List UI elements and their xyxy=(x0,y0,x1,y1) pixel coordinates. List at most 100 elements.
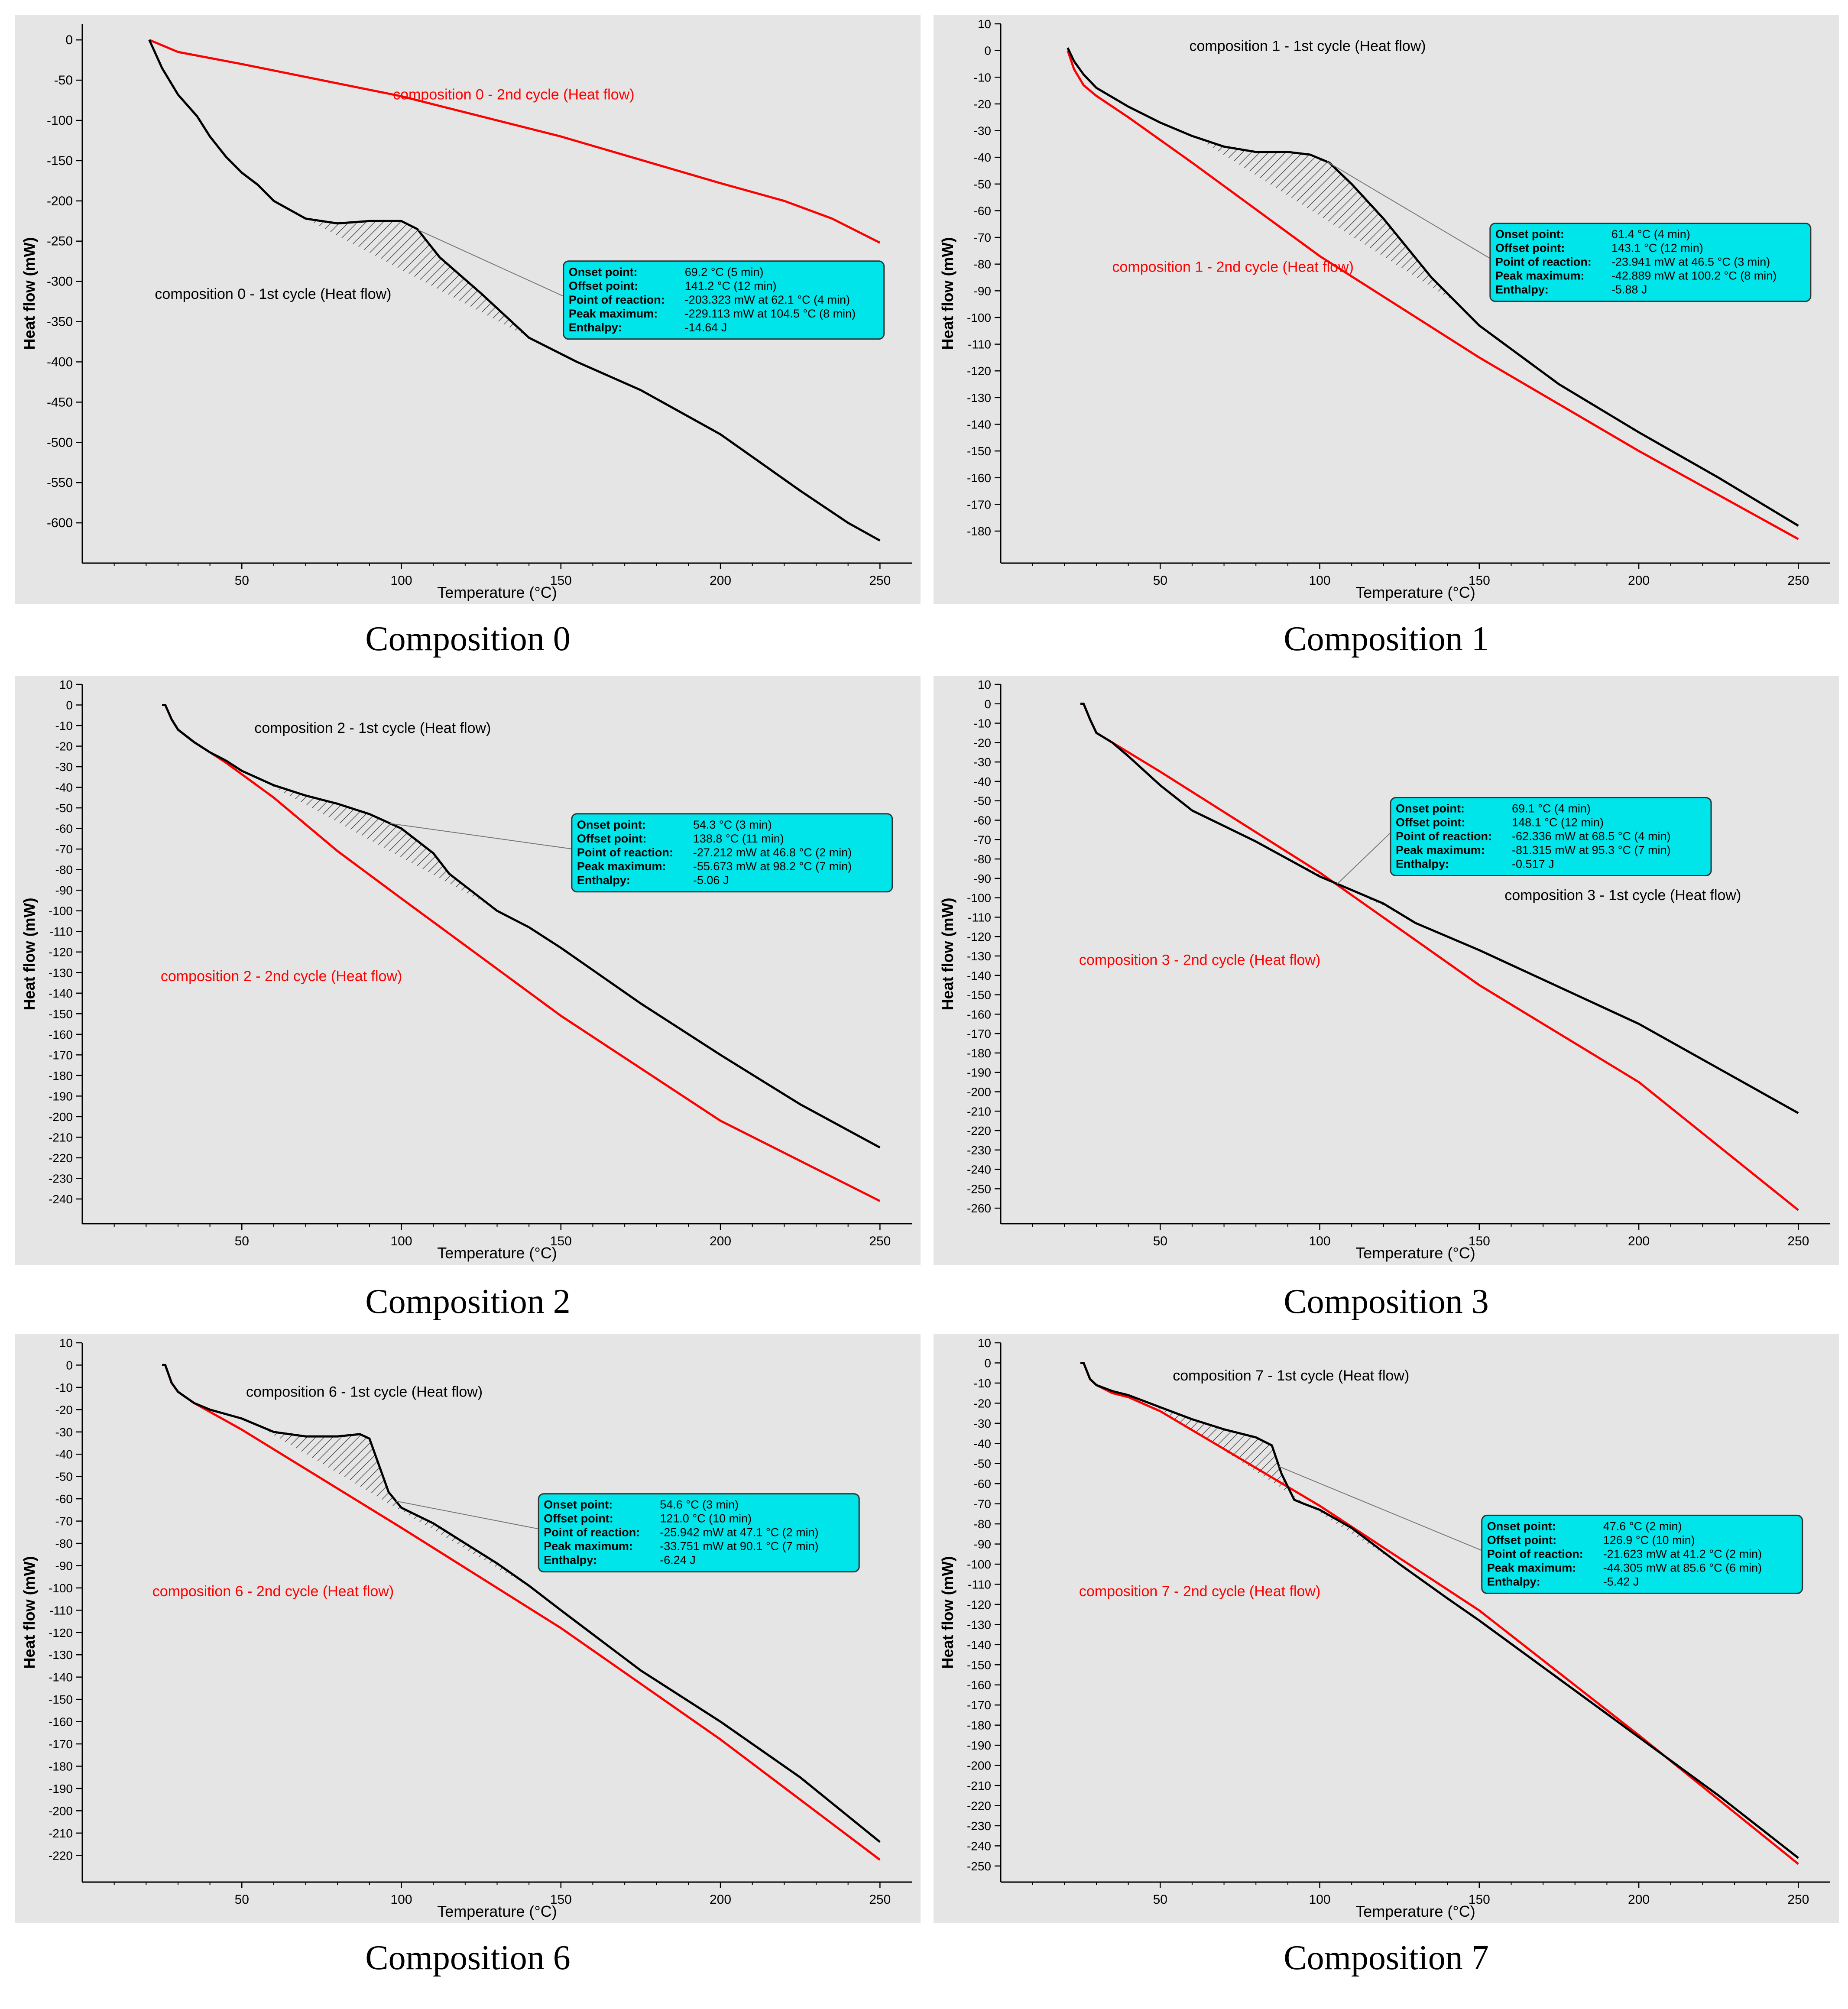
series-label-1st-cycle: composition 6 - 1st cycle (Heat flow) xyxy=(246,1384,483,1400)
callout-row-label: Onset point: xyxy=(577,818,646,831)
y-tick-label: -110 xyxy=(49,925,73,938)
y-tick-label: -600 xyxy=(47,516,73,530)
y-tick-label: -150 xyxy=(47,154,73,168)
y-tick-label: -100 xyxy=(967,311,991,324)
callout-row-value: 143.1 °C (12 min) xyxy=(1611,242,1703,255)
callout-row-label: Point of reaction: xyxy=(1396,830,1492,842)
y-tick-label: -50 xyxy=(974,1457,991,1471)
series-line-2nd-cycle xyxy=(1067,50,1799,540)
callout-row-value: 69.2 °C (5 min) xyxy=(685,266,764,279)
y-tick-label: -130 xyxy=(967,949,991,963)
x-tick-label: 100 xyxy=(391,1892,412,1907)
x-tick-label: 200 xyxy=(710,1892,731,1907)
callout-row-value: 54.3 °C (3 min) xyxy=(693,818,772,831)
y-tick-label: 0 xyxy=(66,699,73,712)
callout-row-label: Point of reaction: xyxy=(544,1526,640,1539)
x-tick-label: 250 xyxy=(869,574,891,588)
chart-panel-composition-3: 10 0 -10 -20 -30 -40 -50 -60 -70 -80 -90 -100 -110 -1… xyxy=(934,676,1839,1265)
y-tick-label: -210 xyxy=(967,1779,991,1792)
series-line-1st-cycle xyxy=(162,704,881,1149)
y-tick-label: -20 xyxy=(55,1403,73,1416)
y-tick-label: -10 xyxy=(974,717,991,730)
x-tick-label: 50 xyxy=(1153,574,1167,588)
y-tick-label: -10 xyxy=(974,1377,991,1390)
callout-row-value: -25.942 mW at 47.1 °C (2 min) xyxy=(660,1526,818,1539)
x-axis-label: Temperature (°C) xyxy=(1355,583,1475,601)
y-tick-label: -120 xyxy=(967,1598,991,1611)
series-line-1st-cycle xyxy=(1067,47,1799,527)
plot-background xyxy=(934,676,1839,1265)
x-tick-label: 100 xyxy=(1309,574,1331,588)
y-tick-label: -550 xyxy=(47,476,73,490)
x-tick-label: 150 xyxy=(1469,574,1490,588)
x-tick-label: 100 xyxy=(1309,1892,1331,1907)
callout-row-value: -55.673 mW at 98.2 °C (7 min) xyxy=(693,860,852,873)
callout-row-label: Peak maximum: xyxy=(577,860,666,873)
x-tick-label: 250 xyxy=(869,1892,891,1907)
analysis-callout-box xyxy=(571,813,893,893)
y-tick-label: -210 xyxy=(967,1105,991,1118)
y-tick-label: -80 xyxy=(55,863,73,877)
y-tick-label: -100 xyxy=(49,904,73,918)
x-tick-label: 100 xyxy=(1309,1234,1331,1248)
caption-composition-3: Composition 3 xyxy=(1284,1283,1489,1321)
y-tick-label: -50 xyxy=(55,801,73,815)
series-label-1st-cycle: composition 0 - 1st cycle (Heat flow) xyxy=(155,286,391,302)
caption-composition-1: Composition 1 xyxy=(1284,620,1489,658)
y-tick-label: -210 xyxy=(49,1131,73,1144)
callout-row-value: 148.1 °C (12 min) xyxy=(1512,816,1604,829)
y-tick-label: -130 xyxy=(49,966,73,979)
y-tick-label: -250 xyxy=(967,1182,991,1196)
callout-row-label: Peak maximum: xyxy=(544,1540,633,1553)
series-label-2nd-cycle: composition 0 - 2nd cycle (Heat flow) xyxy=(393,86,634,103)
x-axis-label: Temperature (°C) xyxy=(437,583,557,601)
callout-row-label: Offset point: xyxy=(577,832,646,845)
plot-background xyxy=(15,1334,921,1923)
y-tick-label: -400 xyxy=(47,355,73,369)
y-tick-label: -150 xyxy=(967,1658,991,1672)
y-tick-label: -120 xyxy=(967,364,991,378)
y-tick-label: 0 xyxy=(984,1356,991,1370)
series-label-2nd-cycle: composition 2 - 2nd cycle (Heat flow) xyxy=(161,968,402,985)
series-label-2nd-cycle: composition 6 - 2nd cycle (Heat flow) xyxy=(152,1583,394,1600)
y-tick-label: -90 xyxy=(55,1559,73,1572)
y-axis-label: Heat flow (mW) xyxy=(20,237,38,350)
y-tick-label: -200 xyxy=(49,1804,73,1818)
callout-row-label: Offset point: xyxy=(569,279,638,292)
y-tick-label: -180 xyxy=(49,1069,73,1082)
x-tick-label: 200 xyxy=(1628,1234,1650,1248)
integration-hatch-area xyxy=(1265,846,1409,919)
analysis-callout-box xyxy=(1390,797,1712,876)
x-tick-label: 50 xyxy=(235,1234,249,1248)
callout-row-label: Peak maximum: xyxy=(1396,843,1485,856)
callout-leader-line xyxy=(396,1500,539,1529)
y-tick-label: -60 xyxy=(974,1477,991,1491)
x-tick-label: 150 xyxy=(1469,1234,1490,1248)
y-tick-label: -100 xyxy=(967,1558,991,1571)
y-tick-label: -50 xyxy=(974,178,991,191)
y-tick-label: -200 xyxy=(967,1085,991,1098)
y-tick-label: -230 xyxy=(967,1819,991,1833)
y-tick-label: -120 xyxy=(49,1626,73,1640)
y-tick-label: -160 xyxy=(49,1715,73,1729)
y-tick-label: 0 xyxy=(66,1358,73,1372)
y-tick-label: -60 xyxy=(974,204,991,217)
y-tick-label: -30 xyxy=(55,760,73,774)
chart-svg: 100-10-20-30-40-50-60-70-80-90-100-110-1… xyxy=(15,676,921,1265)
y-tick-label: -100 xyxy=(47,113,73,128)
y-tick-label: -150 xyxy=(49,1007,73,1021)
y-tick-label: -170 xyxy=(967,498,991,511)
y-tick-label: -220 xyxy=(49,1151,73,1165)
y-tick-label: -240 xyxy=(967,1839,991,1853)
series-line-1st-cycle xyxy=(1080,703,1799,1114)
callout-row-label: Offset point: xyxy=(544,1512,613,1525)
y-tick-label: 10 xyxy=(978,1336,991,1350)
y-tick-label: -20 xyxy=(55,740,73,753)
x-tick-label: 50 xyxy=(1153,1234,1167,1248)
y-tick-label: 10 xyxy=(59,678,73,691)
callout-row-value: -0.517 J xyxy=(1512,857,1554,870)
chart-panel-composition-2: 10 0 -10 -20 -30 -40 -50 -60 -70 -80 -90 -100 -110 -1… xyxy=(15,676,921,1265)
callout-row-value: -62.336 mW at 68.5 °C (4 min) xyxy=(1512,830,1670,842)
y-tick-label: 10 xyxy=(978,17,991,31)
y-tick-label: -80 xyxy=(974,1517,991,1531)
